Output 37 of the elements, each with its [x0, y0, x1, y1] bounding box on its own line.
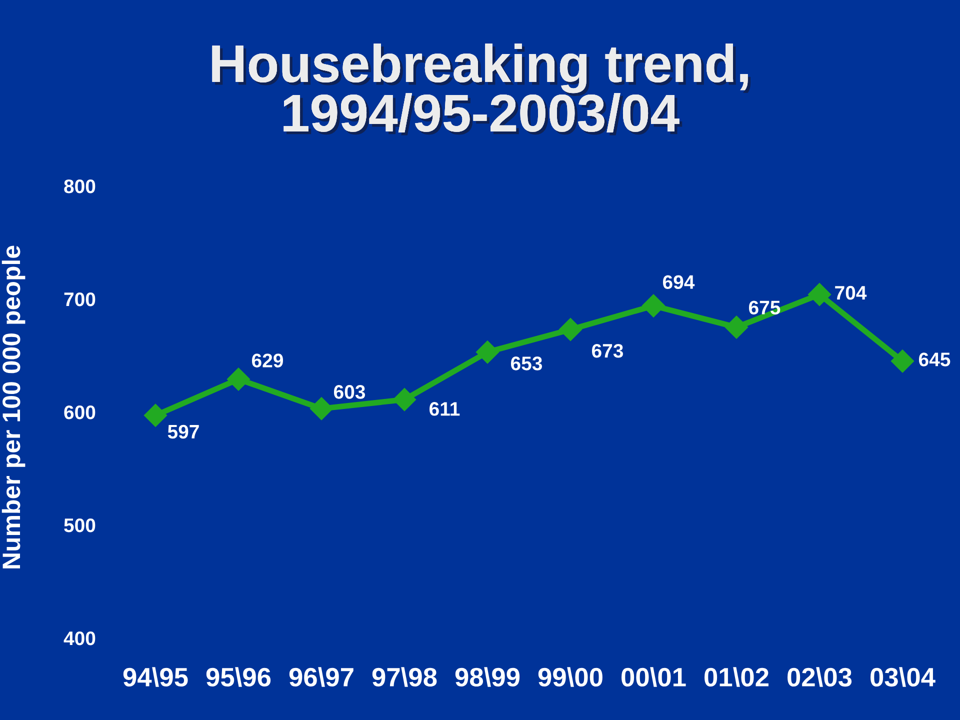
data-label: 611 [430, 402, 460, 416]
x-tick-label: 95\96 [206, 667, 271, 687]
x-tick-label: 02\03 [788, 667, 852, 687]
data-label: 603 [334, 385, 366, 399]
point [393, 388, 416, 412]
y-tick-label: 700 [64, 292, 96, 306]
data-label: 629 [252, 354, 283, 368]
y-tick-label: 800 [64, 179, 96, 194]
y-axis-title: Number per 100 000 people [2, 246, 26, 568]
data-label: 704 [835, 286, 867, 300]
x-tick-label: 94\95 [123, 667, 188, 687]
x-tick-label: 00\01 [622, 667, 686, 687]
point [144, 404, 167, 427]
x-tick-label: 99\00 [538, 667, 602, 687]
point [642, 294, 665, 318]
x-tick-label: 01\02 [704, 667, 768, 687]
x-tick-label: 03\04 [870, 667, 936, 687]
point [227, 368, 250, 391]
data-label: 653 [510, 356, 542, 370]
x-tick-label: 97\98 [372, 667, 437, 687]
data-label: 645 [918, 352, 950, 366]
chart-title: Housebreaking trend, 1994/95-2003/04 [212, 44, 751, 136]
data-label: 597 [168, 424, 199, 439]
point [559, 318, 582, 342]
point [891, 350, 914, 373]
point [808, 282, 831, 306]
x-tick-label: 96\97 [289, 667, 354, 687]
y-tick-label: 600 [64, 405, 96, 420]
point [725, 316, 748, 339]
data-label: 673 [592, 344, 624, 358]
y-tick-label: 400 [64, 631, 96, 646]
data-label: 694 [662, 275, 695, 289]
y-tick-label: 500 [64, 518, 96, 532]
data-label: 675 [748, 300, 780, 314]
point [310, 397, 333, 420]
x-tick-label: 98\99 [455, 667, 520, 687]
point [476, 340, 499, 364]
